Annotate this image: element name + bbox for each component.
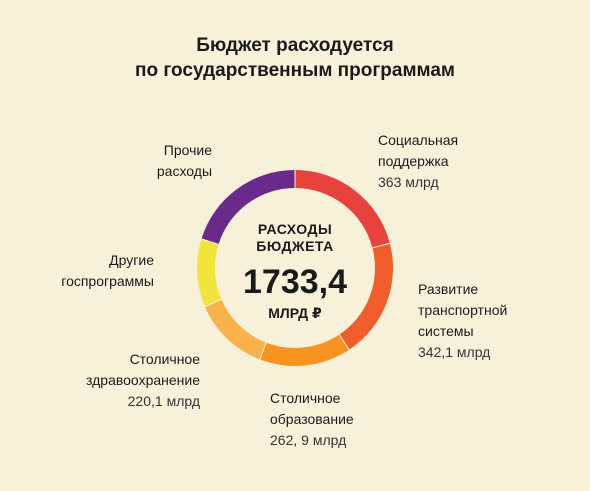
title-line-2: по государственным программам	[135, 60, 455, 81]
label-social-line-2: поддержка	[378, 153, 449, 169]
center-total-value: 1733,4	[243, 263, 347, 301]
label-health-line-1: Столичное	[129, 351, 200, 367]
label-other-expenses-line-1: Прочие	[163, 142, 212, 158]
label-health: Столичное здравоохранение 220,1 млрд	[86, 349, 200, 412]
label-transport-line-1: Развитие	[418, 281, 479, 297]
label-health-value: 220,1 млрд	[127, 393, 200, 409]
label-other-expenses-line-2: расходы	[156, 163, 212, 179]
donut-slice-3	[205, 300, 266, 360]
center-caption-line-2: БЮДЖЕТА	[256, 238, 334, 254]
donut-slice-4	[197, 239, 222, 307]
label-education-line-1: Столичное	[270, 390, 341, 406]
label-education: Столичное образование 262, 9 млрд	[270, 388, 354, 451]
label-education-value: 262, 9 млрд	[270, 432, 347, 448]
center-caption-line-1: РАСХОДЫ	[257, 221, 333, 237]
label-other-expenses: Прочие расходы	[157, 140, 212, 182]
donut-slice-5	[201, 170, 295, 244]
label-health-line-2: здравоохранение	[86, 372, 200, 388]
center-caption: РАСХОДЫ БЮДЖЕТА	[220, 221, 370, 255]
label-transport-line-3: системы	[418, 323, 474, 339]
label-social-support: Социальная поддержка 363 млрд	[378, 130, 458, 193]
label-transport-line-2: транспортной	[418, 302, 508, 318]
label-other-programs-line-1: Другие	[109, 252, 154, 268]
label-other-programs-line-2: госпрограммы	[61, 273, 154, 289]
label-education-line-2: образование	[270, 411, 354, 427]
label-social-line-1: Социальная	[378, 132, 459, 148]
donut-slice-0	[295, 170, 390, 248]
center-total-unit: МЛРД ₽	[268, 305, 322, 321]
label-transport: Развитие транспортной системы 342,1 млрд	[418, 279, 507, 363]
title-line-1: Бюджет расходуется	[196, 35, 394, 56]
donut-slice-1	[339, 243, 393, 350]
label-other-programs: Другие госпрограммы	[61, 250, 154, 292]
donut-slice-2	[260, 334, 349, 366]
label-transport-value: 342,1 млрд	[418, 344, 491, 360]
chart-title: Бюджет расходуется по государственным пр…	[0, 33, 590, 83]
label-social-value: 363 млрд	[378, 174, 439, 190]
